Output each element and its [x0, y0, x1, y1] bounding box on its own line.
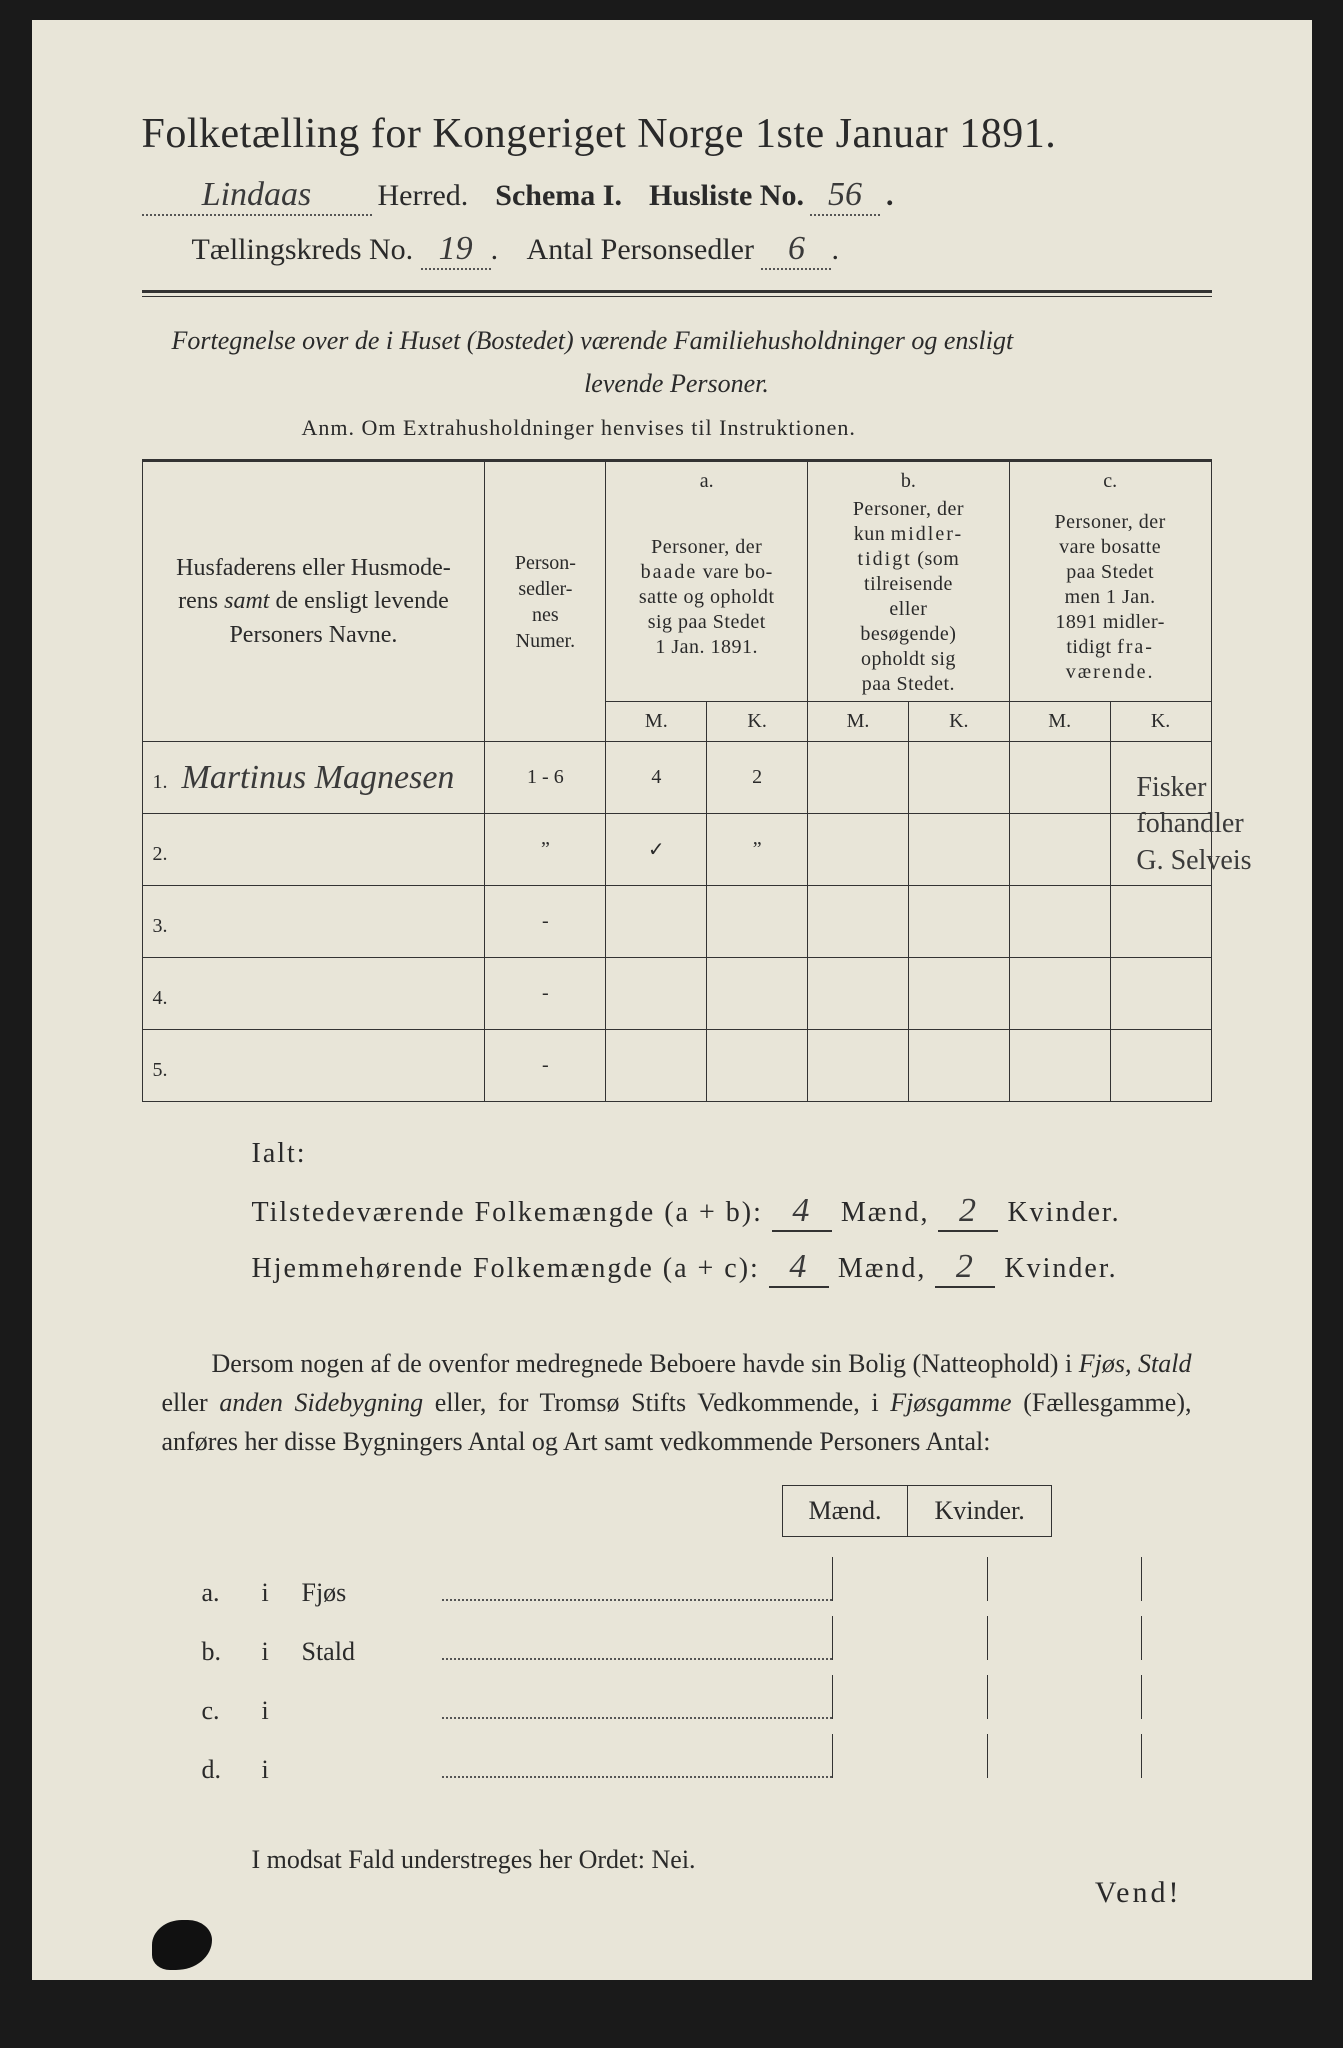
- row-ck: [1110, 958, 1211, 1030]
- col-b-desc: Personer, derkun midler-tidigt (somtilre…: [808, 493, 1010, 702]
- schema-label: Schema I.: [495, 179, 622, 213]
- census-table: Husfaderens eller Husmode-rens samt de e…: [142, 461, 1212, 1102]
- row-name-cell: 5.: [142, 1030, 485, 1102]
- outbuilding-row: c.i: [202, 1675, 1212, 1726]
- husliste-label: Husliste No.: [649, 179, 804, 213]
- outbuilding-row: a.iFjøs: [202, 1557, 1212, 1608]
- row-name-cell: 3.: [142, 886, 485, 958]
- row-am: [606, 1030, 707, 1102]
- row-bm: [808, 814, 909, 886]
- row-cm: [1009, 1030, 1110, 1102]
- total-present: Tilstedeværende Folkemængde (a + b): 4 M…: [252, 1192, 1212, 1232]
- row-am: 4: [606, 742, 707, 814]
- table-row: 4. -: [142, 958, 1211, 1030]
- row-bk: [908, 1030, 1009, 1102]
- row-name-cell: 4.: [142, 958, 485, 1030]
- row-cm: [1009, 886, 1110, 958]
- herred-label: Herred.: [378, 179, 469, 213]
- row-am: [606, 886, 707, 958]
- vend-label: Vend!: [1095, 1876, 1182, 1910]
- ialt-label: Ialt:: [252, 1138, 1212, 1170]
- mk-maend: Mænd.: [782, 1485, 908, 1537]
- total-resident: Hjemmehørende Folkemængde (a + c): 4 Mæn…: [252, 1248, 1212, 1288]
- col-header-num: Person-sedler-nesNumer.: [485, 462, 606, 742]
- row-num-cell: 1 - 6: [485, 742, 606, 814]
- row-bm: [808, 742, 909, 814]
- row-cm: [1009, 742, 1110, 814]
- row-ak: [707, 886, 808, 958]
- col-a-desc: Personer, derbaade vare bo-satte og opho…: [606, 493, 808, 702]
- husliste-value: 56: [810, 176, 880, 216]
- row-ak: ”: [707, 814, 808, 886]
- antal-value: 6: [761, 230, 831, 270]
- totals-block: Ialt: Tilstedeværende Folkemængde (a + b…: [252, 1138, 1212, 1288]
- kreds-value: 19: [421, 230, 491, 270]
- outbuilding-paragraph: Dersom nogen af de ovenfor medregnede Be…: [162, 1344, 1192, 1461]
- row-cm: [1009, 814, 1110, 886]
- intro-line-2: levende Personer.: [142, 369, 1212, 399]
- row-bm: [808, 886, 909, 958]
- row-ck: [1110, 1030, 1211, 1102]
- intro-line-1: Fortegnelse over de i Huset (Bostedet) v…: [172, 323, 1182, 359]
- footer-line: I modsat Fald understreges her Ordet: Ne…: [252, 1845, 1212, 1875]
- divider: [142, 290, 1212, 297]
- table-row: 1. Martinus Magnesen1 - 642: [142, 742, 1211, 814]
- outbuilding-list: a.iFjøs b.iStald c.i d.i: [202, 1557, 1212, 1785]
- col-c-label: c.: [1009, 462, 1211, 494]
- row-am: ✓: [606, 814, 707, 886]
- row-bm: [808, 1030, 909, 1102]
- row-name-cell: 2.: [142, 814, 485, 886]
- outbuilding-row: d.i: [202, 1734, 1212, 1785]
- table-row: 5. -: [142, 1030, 1211, 1102]
- col-header-name: Husfaderens eller Husmode-rens samt de e…: [142, 462, 485, 742]
- page-title: Folketælling for Kongeriget Norge 1ste J…: [142, 110, 1212, 158]
- mk-header: Mænd. Kvinder.: [782, 1485, 1212, 1537]
- col-a-label: a.: [606, 462, 808, 494]
- col-b-label: b.: [808, 462, 1010, 494]
- col-b-m: M.: [808, 702, 909, 742]
- herred-value: Lindaas: [142, 176, 372, 216]
- col-c-k: K.: [1110, 702, 1211, 742]
- row-bk: [908, 742, 1009, 814]
- row-bk: [908, 814, 1009, 886]
- outbuilding-row: b.iStald: [202, 1616, 1212, 1667]
- margin-note: Fisker: [1136, 770, 1251, 806]
- row-num-cell: -: [485, 958, 606, 1030]
- header-line-2: Tællingskreds No. 19. Antal Personsedler…: [142, 230, 1212, 270]
- row-num-cell: -: [485, 886, 606, 958]
- col-b-k: K.: [908, 702, 1009, 742]
- row-num-cell: -: [485, 1030, 606, 1102]
- row-cm: [1009, 958, 1110, 1030]
- table-row: 2. ”✓”: [142, 814, 1211, 886]
- mk-kvinder: Kvinder.: [907, 1485, 1051, 1537]
- header-line-1: Lindaas Herred. Schema I. Husliste No. 5…: [142, 176, 1212, 216]
- margin-note: fohandler: [1136, 806, 1251, 842]
- row-name-cell: 1. Martinus Magnesen: [142, 742, 485, 814]
- col-a-m: M.: [606, 702, 707, 742]
- kreds-label: Tællingskreds No.: [192, 233, 414, 266]
- intro-anm: Anm. Om Extrahusholdninger henvises til …: [302, 415, 1212, 441]
- col-c-m: M.: [1009, 702, 1110, 742]
- col-c-desc: Personer, dervare bosattepaa Stedetmen 1…: [1009, 493, 1211, 702]
- row-ak: [707, 1030, 808, 1102]
- margin-note: G. Selveis: [1136, 843, 1251, 879]
- ink-blot: [152, 1920, 212, 1970]
- row-ak: [707, 958, 808, 1030]
- col-a-k: K.: [707, 702, 808, 742]
- row-bk: [908, 886, 1009, 958]
- row-bm: [808, 958, 909, 1030]
- row-num-cell: ”: [485, 814, 606, 886]
- table-row: 3. -: [142, 886, 1211, 958]
- census-form-page: Folketælling for Kongeriget Norge 1ste J…: [32, 20, 1312, 1980]
- margin-annotations: Fisker fohandler G. Selveis: [1136, 770, 1251, 879]
- antal-label: Antal Personsedler: [527, 233, 754, 266]
- row-ck: [1110, 886, 1211, 958]
- row-am: [606, 958, 707, 1030]
- row-bk: [908, 958, 1009, 1030]
- row-ak: 2: [707, 742, 808, 814]
